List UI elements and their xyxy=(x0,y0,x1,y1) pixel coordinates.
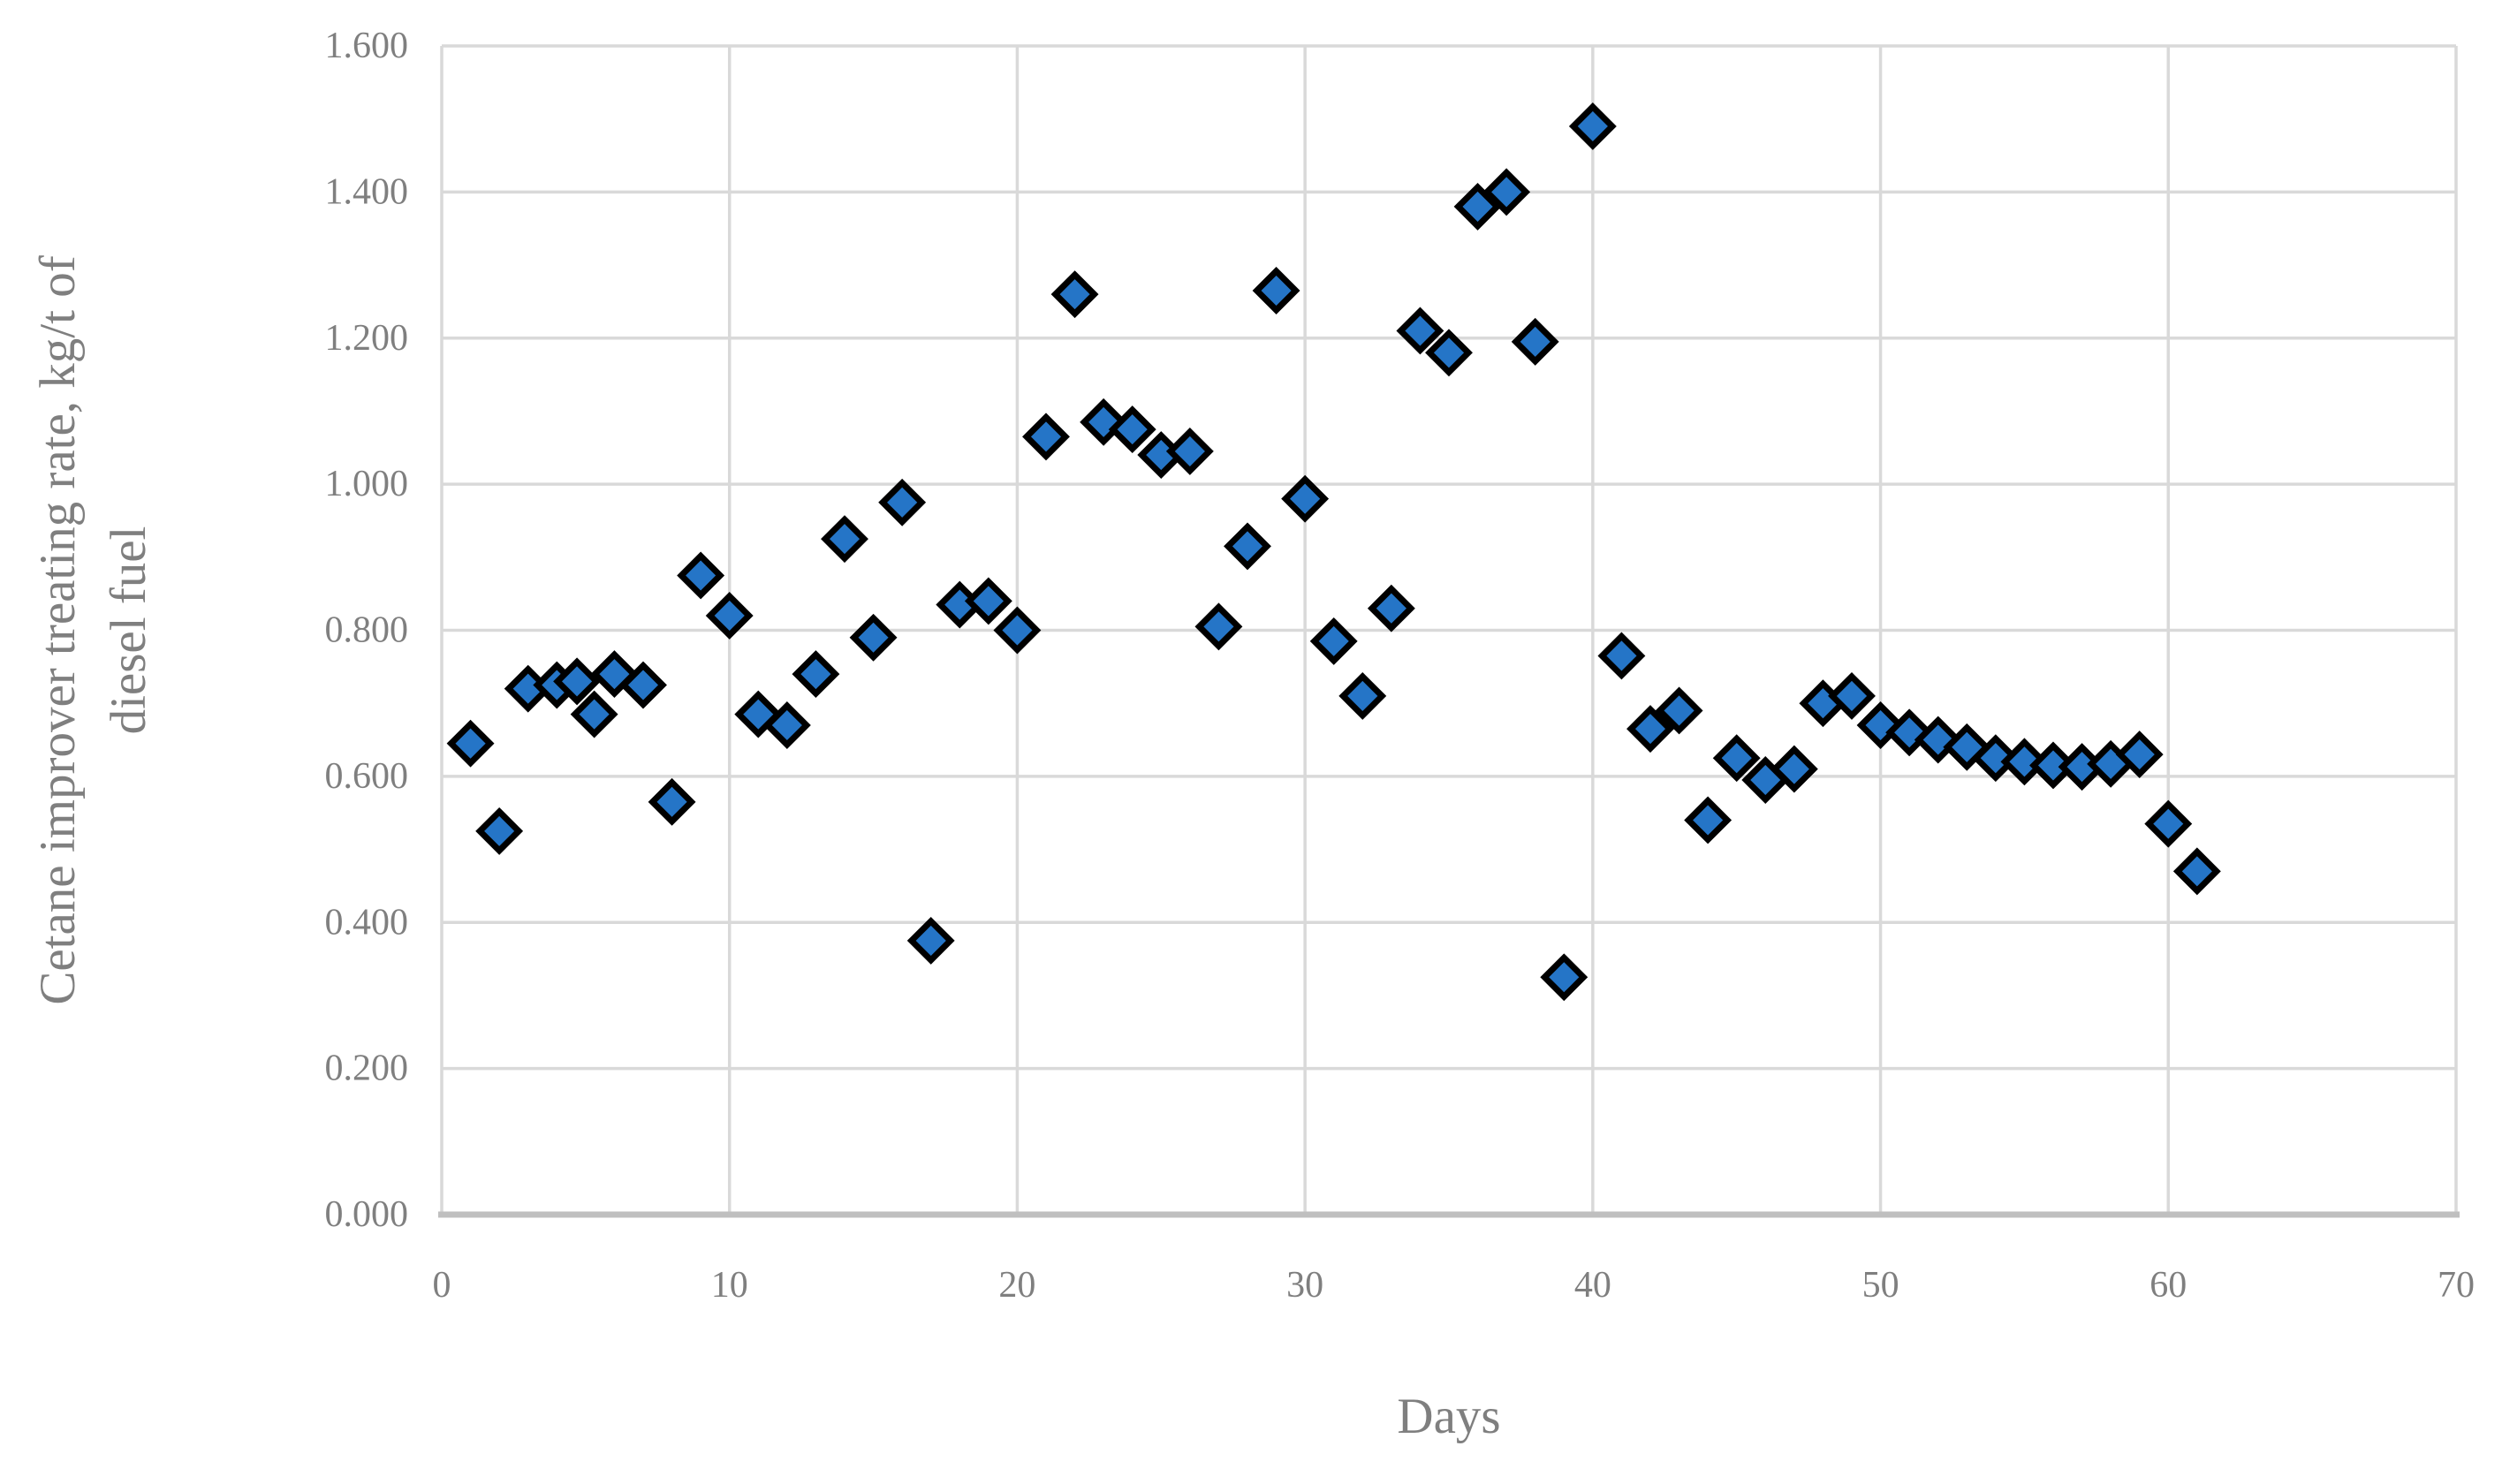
data-point-diamond xyxy=(1943,723,1991,771)
data-point-diamond xyxy=(1338,671,1387,720)
data-point-diamond xyxy=(821,515,868,564)
x-tick-label-50: 50 xyxy=(1862,1265,1899,1306)
y-tick-label-0.200: 0.200 xyxy=(325,1049,409,1089)
data-point-diamond xyxy=(570,690,618,738)
y-tick-label-1.000: 1.000 xyxy=(325,464,409,504)
data-point-diamond xyxy=(1482,168,1531,216)
data-point-diamond xyxy=(1511,317,1559,366)
x-tick-label-20: 20 xyxy=(998,1265,1035,1306)
data-point-diamond xyxy=(1194,602,1243,651)
data-point-diamond xyxy=(2144,799,2193,848)
data-point-diamond xyxy=(878,478,927,526)
data-point-diamond xyxy=(792,650,840,699)
x-tick-label-40: 40 xyxy=(1574,1265,1611,1306)
y-tick-label-1.400: 1.400 xyxy=(325,171,409,212)
data-point-diamond xyxy=(1684,796,1732,844)
data-point-diamond xyxy=(1655,686,1703,735)
data-point-diamond xyxy=(1597,632,1646,680)
data-point-diamond xyxy=(1281,474,1330,523)
data-point-diamond xyxy=(553,657,602,706)
data-point-diamond xyxy=(1828,671,1876,720)
x-axis-title: Days xyxy=(1397,1389,1500,1444)
data-point-diamond xyxy=(1367,584,1415,632)
x-tick-label-0: 0 xyxy=(433,1265,451,1306)
y-axis-title-line1: Cetane improver treating rate, kg/t of xyxy=(30,255,86,1004)
y-tick-label-0.800: 0.800 xyxy=(325,610,409,651)
data-point-diamond xyxy=(1540,953,1588,1002)
data-point-diamond xyxy=(1396,307,1444,355)
data-point-diamond xyxy=(762,701,811,749)
data-point-diamond xyxy=(964,577,1012,625)
data-point-diamond xyxy=(619,661,667,709)
data-point-diamond xyxy=(1770,745,1818,793)
data-point-diamond xyxy=(1050,270,1099,319)
x-tick-label-60: 60 xyxy=(2149,1265,2187,1306)
data-point-diamond xyxy=(677,551,725,600)
data-point-diamond xyxy=(1309,617,1358,665)
data-point-diamond xyxy=(1252,267,1300,314)
x-tick-label-70: 70 xyxy=(2438,1265,2475,1306)
horizontal-gridlines xyxy=(442,44,2456,1071)
data-point-diamond xyxy=(648,777,696,826)
data-point-diamond xyxy=(705,592,754,640)
data-point-diamond xyxy=(2172,847,2221,896)
data-point-diamond xyxy=(1165,427,1214,475)
data-point-diamond xyxy=(906,916,955,965)
data-point-diamond xyxy=(1224,522,1271,571)
data-point-diamond xyxy=(1712,734,1761,783)
y-tick-label-0.400: 0.400 xyxy=(325,902,409,943)
data-point-diamond xyxy=(2000,738,2049,786)
data-point-diamond xyxy=(849,613,898,662)
data-point-diamond xyxy=(1425,329,1473,377)
data-point-diamond xyxy=(1022,413,1070,461)
y-axis-tick-labels: 0.000 0.200 0.400 0.600 0.800 1.000 1.200 1.400… xyxy=(325,26,409,1235)
data-point-diamond xyxy=(1453,182,1502,231)
scatter-data-points xyxy=(446,102,2221,1002)
x-tick-label-30: 30 xyxy=(1286,1265,1323,1306)
x-axis-tick-labels: 0 10 20 30 40 50 60 70 xyxy=(433,1265,2475,1306)
data-point-diamond xyxy=(2115,731,2164,779)
y-tick-label-0.600: 0.600 xyxy=(325,756,409,797)
x-tick-label-10: 10 xyxy=(711,1265,748,1306)
y-axis-title-line2: diesel fuel xyxy=(101,526,156,735)
y-tick-label-1.200: 1.200 xyxy=(325,318,409,359)
y-tick-label-0.000: 0.000 xyxy=(325,1194,409,1235)
data-point-diamond xyxy=(993,606,1042,655)
data-point-diamond xyxy=(1626,705,1674,753)
data-point-diamond xyxy=(475,806,524,855)
data-point-diamond xyxy=(734,690,783,738)
data-point-diamond xyxy=(1108,405,1156,454)
data-point-diamond xyxy=(1568,102,1617,150)
y-tick-label-1.600: 1.600 xyxy=(325,26,409,66)
data-point-diamond xyxy=(1971,734,2020,783)
data-point-diamond xyxy=(446,719,495,768)
